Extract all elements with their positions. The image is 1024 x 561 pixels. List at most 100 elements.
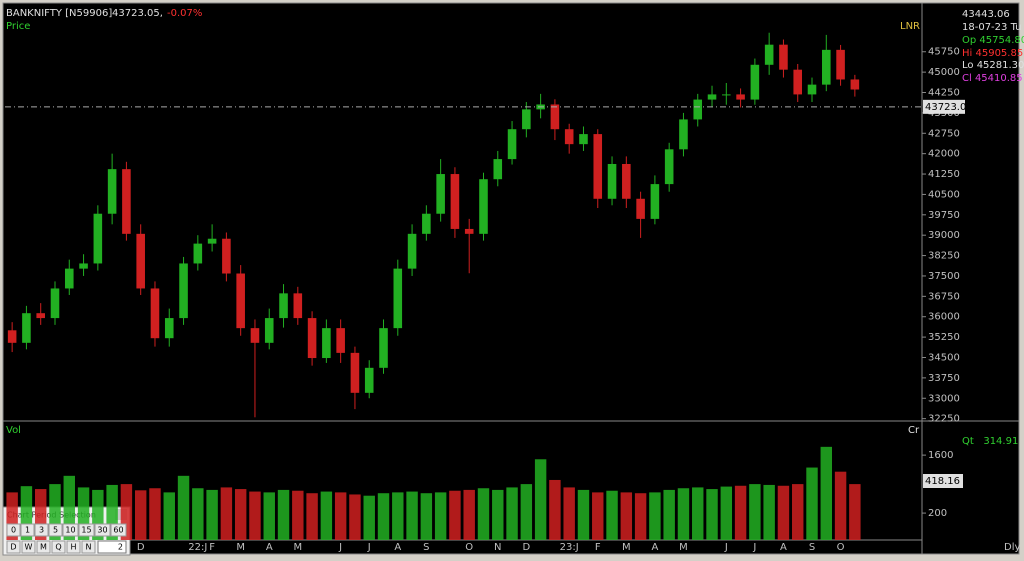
info-low: Lo 45281.30 bbox=[962, 60, 1024, 71]
volume-bar bbox=[420, 493, 433, 540]
period-button-label[interactable]: 3 bbox=[39, 526, 44, 535]
period-button-label[interactable]: 10 bbox=[65, 526, 75, 535]
period-button[interactable] bbox=[6, 540, 21, 554]
candle-body bbox=[522, 109, 531, 130]
candle-body bbox=[622, 163, 631, 199]
period-button[interactable] bbox=[110, 523, 127, 537]
candle-body bbox=[493, 159, 503, 180]
candle-body bbox=[693, 99, 703, 120]
candle-body bbox=[222, 238, 231, 274]
period-button[interactable] bbox=[21, 540, 36, 554]
period-button[interactable] bbox=[36, 540, 51, 554]
volume-bar bbox=[263, 492, 275, 540]
period-count[interactable]: 2 bbox=[118, 543, 123, 552]
volume-bar bbox=[820, 446, 833, 540]
period-button-label[interactable]: M bbox=[40, 543, 47, 552]
last-price-box bbox=[923, 99, 965, 114]
candle-body bbox=[364, 367, 374, 393]
x-tick-label: J bbox=[338, 542, 342, 553]
volume-bar bbox=[6, 492, 18, 540]
volume-bar bbox=[692, 487, 704, 540]
volume-bar bbox=[577, 489, 590, 540]
candle-body bbox=[822, 49, 831, 85]
volume-bar bbox=[363, 495, 375, 540]
price-text: 43723.05, bbox=[112, 8, 163, 19]
candle-body bbox=[607, 163, 617, 199]
candle-body bbox=[379, 328, 388, 368]
period-button-label[interactable]: 1 bbox=[25, 526, 30, 535]
candle-body bbox=[550, 104, 560, 130]
y-tick-label: 39000 bbox=[928, 230, 960, 241]
volume-bar bbox=[506, 487, 518, 540]
candle-body bbox=[579, 134, 588, 145]
period-button-label[interactable]: 0 bbox=[11, 526, 16, 535]
period-button[interactable] bbox=[66, 540, 81, 554]
volume-tag: Cr bbox=[908, 425, 920, 436]
period-button[interactable] bbox=[6, 523, 21, 537]
candle-body bbox=[779, 44, 788, 70]
volume-title: Vol bbox=[6, 425, 21, 436]
volume-bar bbox=[706, 489, 718, 540]
volume-bar bbox=[534, 459, 547, 540]
x-tick-label: S bbox=[809, 542, 815, 553]
candle-body bbox=[150, 288, 160, 339]
x-tick-label: A bbox=[780, 542, 787, 553]
period-button-label[interactable]: Q bbox=[55, 543, 61, 552]
period-button-label[interactable]: D bbox=[10, 543, 16, 552]
scale-label: LNR bbox=[900, 21, 920, 32]
volume-bar bbox=[192, 488, 204, 540]
volume-bar bbox=[406, 491, 418, 540]
period-button-label[interactable]: N bbox=[86, 543, 92, 552]
period-button[interactable] bbox=[48, 523, 63, 537]
volume-bar bbox=[463, 489, 475, 540]
x-tick-label: O bbox=[465, 542, 473, 553]
y-tick-label: 40500 bbox=[928, 189, 960, 200]
period-button[interactable] bbox=[78, 523, 95, 537]
period-button[interactable] bbox=[62, 523, 79, 537]
volume-bar bbox=[249, 491, 261, 540]
period-button-label[interactable]: 15 bbox=[81, 526, 91, 535]
candle-body bbox=[807, 84, 817, 95]
info-high: Hi 45905.85 bbox=[962, 48, 1023, 59]
x-tick-label: A bbox=[266, 542, 273, 553]
period-count-input[interactable] bbox=[97, 540, 127, 554]
period-button[interactable] bbox=[94, 523, 111, 537]
candle-body bbox=[722, 94, 731, 96]
y-tick-label: 45000 bbox=[928, 67, 960, 78]
volume-bar bbox=[563, 487, 575, 540]
volume-bar bbox=[77, 487, 90, 540]
candle-body bbox=[564, 129, 574, 145]
y-tick-label: 34500 bbox=[928, 352, 960, 363]
x-tick-label: O bbox=[837, 542, 845, 553]
y-tick-label: 36000 bbox=[928, 312, 960, 323]
volume-bar bbox=[592, 492, 604, 540]
period-button-label[interactable]: H bbox=[70, 543, 76, 552]
candle-body bbox=[107, 169, 117, 214]
candle-body bbox=[764, 44, 774, 65]
candle-body bbox=[307, 318, 317, 359]
period-button[interactable] bbox=[20, 523, 35, 537]
candle-body bbox=[393, 268, 403, 329]
y-tick-label: 44250 bbox=[928, 88, 960, 99]
volume-bar bbox=[449, 490, 461, 540]
volume-bar bbox=[163, 492, 175, 540]
candle-body bbox=[164, 318, 174, 339]
period-button-label[interactable]: 60 bbox=[113, 526, 123, 535]
period-button[interactable] bbox=[34, 523, 49, 537]
x-tick-label: S bbox=[423, 542, 429, 553]
volume-bar bbox=[720, 486, 733, 540]
period-button[interactable] bbox=[81, 540, 96, 554]
period-button-label[interactable]: 30 bbox=[97, 526, 107, 535]
period-button[interactable] bbox=[51, 540, 66, 554]
candle-body bbox=[736, 94, 745, 100]
candle-body bbox=[64, 268, 74, 289]
x-tick-label: D bbox=[522, 542, 530, 553]
period-button-label[interactable]: W bbox=[25, 543, 33, 552]
candle-body bbox=[22, 313, 31, 343]
volume-tick-label: 200 bbox=[928, 508, 947, 519]
y-tick-label: 38250 bbox=[928, 251, 960, 262]
candle-body bbox=[264, 318, 274, 343]
period-button-label[interactable]: 5 bbox=[53, 526, 58, 535]
candle-body bbox=[50, 288, 60, 319]
x-tick-label: F bbox=[595, 542, 601, 553]
